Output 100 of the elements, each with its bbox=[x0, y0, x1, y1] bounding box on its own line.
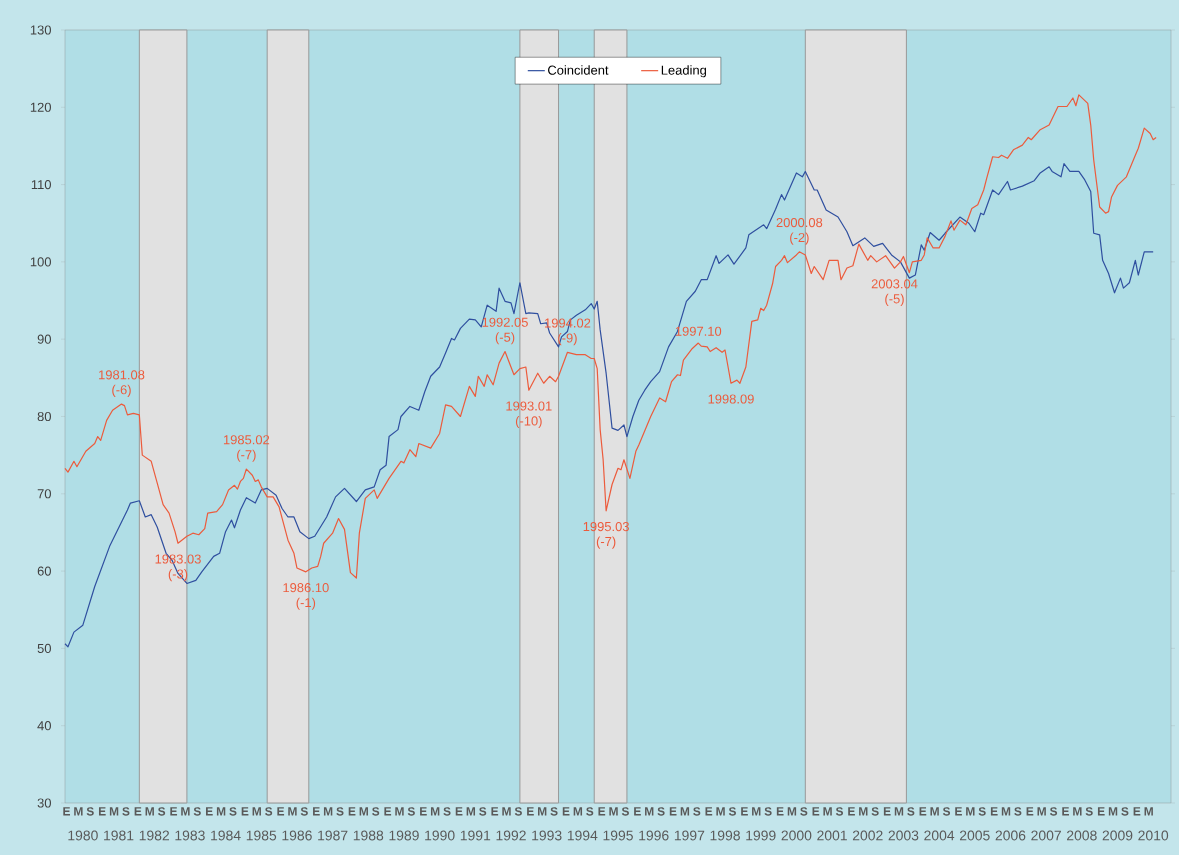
text: M bbox=[216, 807, 226, 816]
y-tick-label: 60 bbox=[37, 566, 51, 576]
text: S bbox=[1049, 807, 1058, 816]
x-tick-label: 1992 bbox=[496, 830, 526, 841]
x-tick-label: 1997 bbox=[674, 830, 705, 841]
x-tick-label: 1983 bbox=[175, 830, 205, 841]
text: E bbox=[562, 807, 570, 816]
annotation: 1992.05 (-5) bbox=[482, 317, 528, 345]
text: E bbox=[455, 807, 463, 816]
x-tick-label: 2005 bbox=[959, 830, 990, 841]
text: S bbox=[514, 807, 522, 816]
text: S bbox=[372, 807, 380, 816]
y-tick-label: 30 bbox=[37, 798, 51, 808]
y-tick-label: 100 bbox=[30, 257, 51, 267]
text: E bbox=[491, 807, 499, 816]
text: E bbox=[1062, 807, 1069, 816]
text: E bbox=[1097, 807, 1105, 816]
text: M bbox=[538, 807, 547, 816]
text: S bbox=[122, 807, 130, 816]
annotation: 1985.02 (-7) bbox=[223, 435, 270, 462]
text: E bbox=[919, 807, 927, 816]
text: M bbox=[323, 807, 333, 816]
x-tick-label: 1985 bbox=[246, 830, 277, 841]
text: M bbox=[573, 807, 583, 816]
text: M bbox=[787, 807, 797, 816]
x-tick-label: 2006 bbox=[995, 830, 1026, 841]
text: E bbox=[705, 807, 713, 816]
text: S bbox=[1014, 807, 1022, 816]
text: M bbox=[502, 807, 511, 816]
y-tick-label: 70 bbox=[37, 489, 51, 499]
x-tick-label: 1984 bbox=[211, 830, 241, 841]
text: E bbox=[384, 807, 392, 816]
text: E bbox=[1026, 807, 1034, 816]
text: S bbox=[300, 807, 308, 816]
annotation: 1994.02 (-9) bbox=[545, 318, 591, 346]
text: E bbox=[669, 807, 677, 816]
text: S bbox=[336, 807, 344, 816]
x-tick-label: 2001 bbox=[817, 830, 847, 841]
text: S bbox=[657, 807, 665, 816]
x-tick-label: 1981 bbox=[104, 830, 134, 841]
y-tick-label: 50 bbox=[37, 643, 51, 653]
text: S bbox=[586, 807, 594, 816]
text: M bbox=[609, 807, 618, 816]
text: E bbox=[63, 807, 71, 816]
text: S bbox=[157, 807, 166, 816]
text: S bbox=[942, 807, 951, 816]
text: S bbox=[907, 807, 915, 816]
text: S bbox=[479, 807, 487, 816]
text: S bbox=[621, 807, 629, 816]
y-tick-label: 120 bbox=[30, 102, 51, 112]
text: S bbox=[800, 807, 808, 816]
text: M bbox=[823, 807, 832, 816]
x-tick-label: 2009 bbox=[1102, 830, 1133, 841]
x-tick-label: 1999 bbox=[746, 830, 776, 841]
x-tick-label: 2010 bbox=[1138, 830, 1169, 841]
annotation: 1995.03 (-7) bbox=[583, 521, 629, 549]
text: E bbox=[990, 807, 998, 816]
x-tick-label: 1982 bbox=[139, 830, 170, 841]
text: M bbox=[716, 807, 725, 816]
x-tick-label: 1989 bbox=[389, 830, 419, 841]
x-tick-label: 2003 bbox=[888, 830, 919, 841]
text: M bbox=[1073, 807, 1082, 816]
text: S bbox=[443, 807, 451, 816]
text: M bbox=[430, 807, 440, 816]
text: E bbox=[883, 807, 891, 816]
text: S bbox=[86, 807, 94, 816]
x-tick-label: 2004 bbox=[924, 830, 955, 841]
text: E bbox=[313, 807, 320, 816]
text: M bbox=[466, 807, 476, 816]
text: S bbox=[978, 807, 986, 816]
text: E bbox=[134, 807, 142, 816]
line-series bbox=[64, 163, 1154, 648]
text: M bbox=[359, 807, 368, 816]
text: S bbox=[550, 807, 558, 816]
text: S bbox=[1121, 807, 1129, 816]
text: E bbox=[241, 807, 249, 816]
x-tick-label: 2007 bbox=[1031, 830, 1061, 841]
text: E bbox=[527, 807, 534, 816]
y-tick-label: 130 bbox=[30, 25, 51, 35]
annotation: 2003.04 (-5) bbox=[871, 279, 918, 306]
text: E bbox=[848, 807, 855, 816]
text: E bbox=[1133, 807, 1141, 816]
text: M bbox=[252, 807, 261, 816]
x-tick-label: 1990 bbox=[425, 830, 455, 841]
x-tick-label: 2000 bbox=[781, 830, 812, 841]
text: S bbox=[407, 807, 415, 816]
text: S bbox=[764, 807, 772, 816]
text: M bbox=[1001, 807, 1011, 816]
text: S bbox=[265, 807, 273, 816]
annotation: 1986.10 (-1) bbox=[283, 583, 329, 610]
text: E bbox=[955, 807, 962, 816]
x-tick-label: 1987 bbox=[318, 830, 348, 841]
text: E bbox=[741, 807, 748, 816]
text: M bbox=[395, 807, 404, 816]
text: S bbox=[193, 807, 201, 816]
text: E bbox=[420, 807, 427, 816]
x-tick-label: 1988 bbox=[353, 830, 384, 841]
annotation: 1981.08 (-6) bbox=[99, 370, 145, 397]
text: M bbox=[1144, 807, 1153, 816]
text: M bbox=[752, 807, 761, 816]
